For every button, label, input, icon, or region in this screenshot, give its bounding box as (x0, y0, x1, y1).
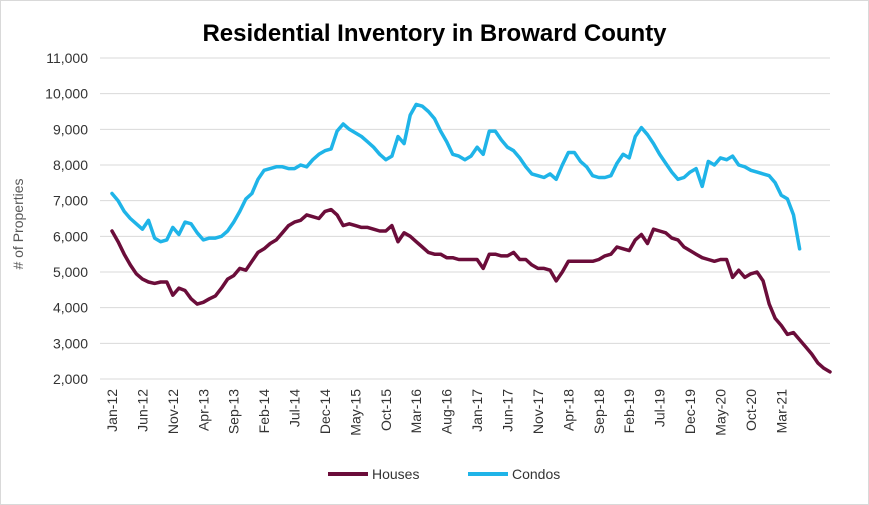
series-lines (110, 102, 832, 374)
y-tick-label: 8,000 (53, 157, 88, 173)
legend-label: Houses (372, 466, 419, 482)
y-tick-label: 3,000 (53, 335, 88, 351)
x-tick-label: Jul-14 (287, 389, 303, 427)
y-axis-label: # of Properties (10, 178, 26, 269)
y-tick-label: 4,000 (53, 300, 88, 316)
x-tick-label: Aug-16 (439, 389, 455, 434)
x-tick-label: Nov-12 (165, 389, 181, 434)
x-tick-label: Dec-14 (317, 389, 333, 434)
y-tick-label: 7,000 (53, 193, 88, 209)
x-tick-label: May-15 (347, 389, 363, 436)
x-tick-label: Sep-13 (226, 389, 242, 434)
x-tick-label: Oct-20 (743, 389, 759, 431)
x-axis-ticks: Jan-12 Jun-12 Nov-12 Apr-13 Sep-13 Feb-14 Jul-… (104, 389, 789, 436)
x-tick-label: Feb-19 (621, 389, 637, 434)
x-tick-label: Jan-17 (469, 389, 485, 432)
x-tick-label: Mar-16 (408, 389, 424, 434)
series-line-houses (110, 207, 832, 374)
x-tick-label: Oct-15 (378, 389, 394, 431)
x-tick-label: Apr-18 (560, 389, 576, 431)
x-tick-label: Mar-21 (773, 389, 789, 434)
x-tick-label: Feb-14 (256, 389, 272, 434)
x-tick-label: Nov-17 (530, 389, 546, 434)
gridlines (100, 57, 830, 380)
x-tick-label: Jun-12 (134, 389, 150, 432)
y-tick-label: 9,000 (53, 121, 88, 137)
y-tick-label: 10,000 (45, 86, 88, 102)
legend-label: Condos (512, 466, 560, 482)
x-tick-label: May-20 (712, 389, 728, 436)
x-tick-label: Jul-19 (652, 389, 668, 427)
chart-title: Residential Inventory in Broward County (202, 20, 667, 47)
x-tick-label: Dec-19 (682, 389, 698, 434)
legend: Houses Condos (328, 466, 560, 482)
x-tick-label: Apr-13 (195, 389, 211, 431)
y-axis-ticks: 2,000 3,000 4,000 5,000 6,000 7,000 8,000 9,000… (45, 50, 88, 387)
y-tick-label: 5,000 (53, 264, 88, 280)
x-tick-label: Jun-17 (500, 389, 516, 432)
y-tick-label: 11,000 (46, 50, 88, 66)
x-tick-label: Jan-12 (104, 389, 120, 432)
y-tick-label: 6,000 (53, 228, 88, 244)
y-tick-label: 2,000 (53, 371, 88, 387)
series-line-condos (110, 102, 802, 251)
x-tick-label: Sep-18 (591, 389, 607, 434)
